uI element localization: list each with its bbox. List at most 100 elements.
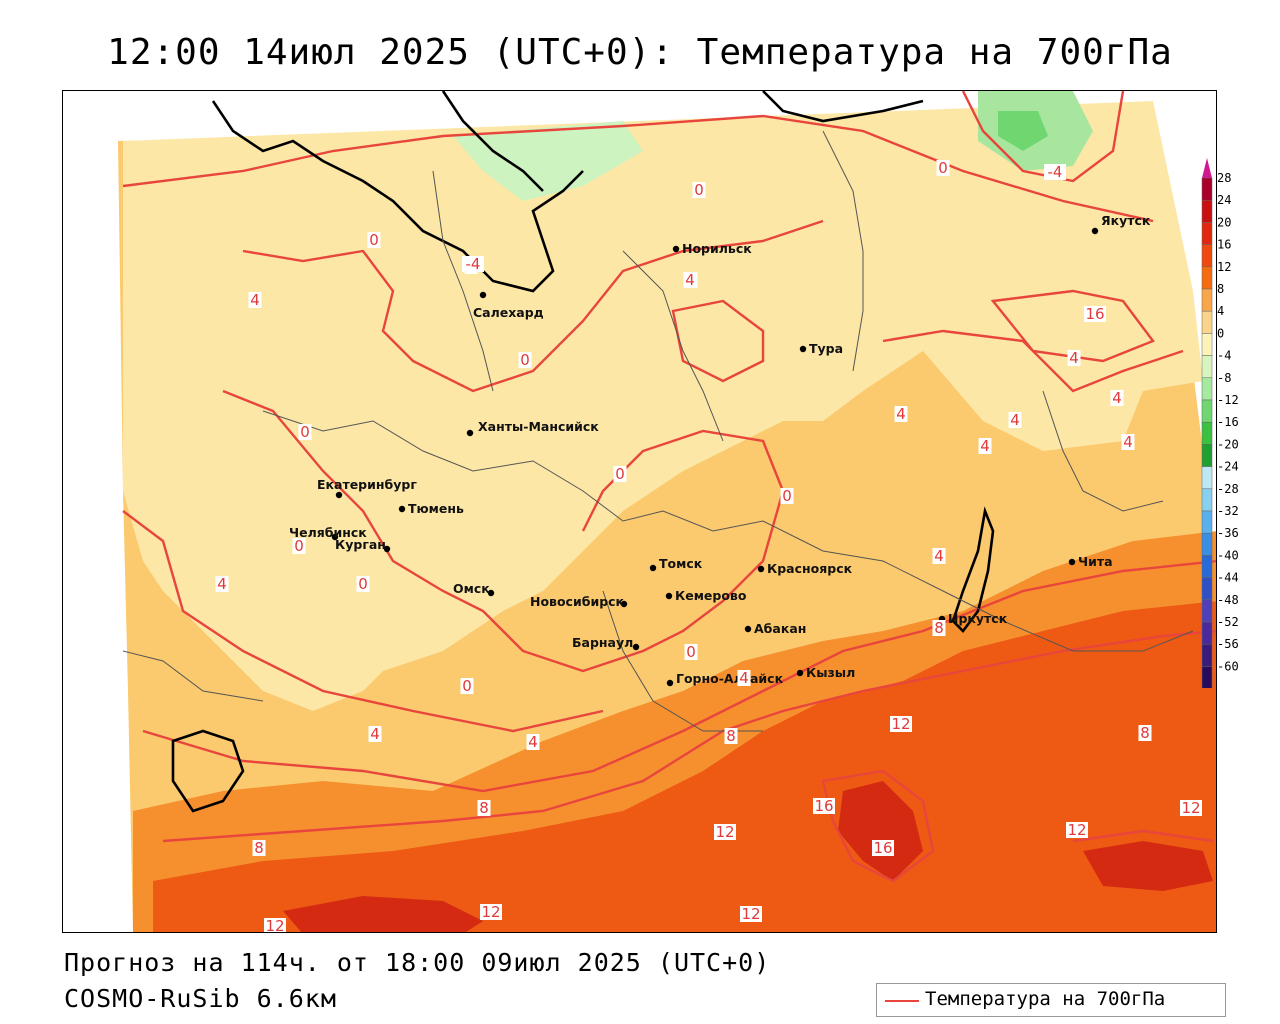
isotherm-label: 4: [685, 271, 695, 289]
city-label: Барнаул: [572, 635, 633, 650]
isotherm-label: 4: [934, 547, 944, 565]
city-label: Кызыл: [806, 665, 855, 680]
city-label: Омск: [453, 581, 490, 596]
city-label: Салехард: [473, 305, 544, 320]
colorbar-tick-label: 24: [1217, 193, 1231, 207]
map-legend: Температура на 700гПа: [876, 983, 1226, 1017]
city-label: Екатеринбург: [317, 477, 417, 492]
zone-minus8-ne: [998, 111, 1048, 151]
isotherm-label-bg: [1180, 800, 1202, 816]
isotherm-label-bg: [613, 466, 627, 482]
isotherm-lines: [122, 91, 1216, 883]
isotherm-label-bg: [684, 644, 698, 660]
colorbar-swatch: [1201, 266, 1213, 290]
city-label: Новосибирск: [530, 594, 625, 609]
colorbar-swatch: [1201, 288, 1213, 312]
city-dot: [665, 592, 673, 600]
isotherm-label-bg: [215, 576, 229, 592]
isotherm-label: 0: [686, 643, 696, 661]
isotherm-label: 16: [814, 797, 833, 815]
colorbar-swatch: [1201, 666, 1213, 688]
isotherm-label: 4: [1123, 433, 1133, 451]
isotherm-label: 4: [1112, 389, 1122, 407]
isotherm-label: 0: [782, 487, 792, 505]
city-dot: [383, 545, 391, 553]
isotherm-label-bg: [932, 548, 946, 564]
isotherm-label: 8: [934, 619, 944, 637]
city-label: Тюмень: [408, 501, 464, 516]
isotherm-label: 4: [980, 437, 990, 455]
city-dot: [398, 505, 406, 513]
isotherm-label-bg: [462, 256, 484, 272]
isotherm-label-bg: [367, 232, 381, 248]
colorbar: 28 24 20 16 12 8 4 0 -4 -8 -12 -16 -20 -24 -28 -32 -36 -4…: [1201, 158, 1239, 688]
city-label: Горно-Алтайск: [676, 671, 784, 686]
city-label: Курган: [335, 537, 386, 552]
colorbar-swatch: [1201, 621, 1213, 645]
colorbar-tick-label: -24: [1217, 460, 1239, 474]
isotherm-label-bg: [1066, 822, 1088, 838]
city-dot: [1091, 227, 1099, 235]
isotherm-label-bg: [1084, 306, 1106, 322]
isotherm-label-bg: [936, 160, 950, 176]
colorbar-swatch: [1201, 377, 1213, 401]
zone-plus16-c: [283, 896, 483, 932]
isotherm-label: 4: [739, 669, 749, 687]
colorbar-tick-label: 28: [1217, 171, 1231, 185]
city-markers: Норильск Якутск Салехард Тура Ханты-Мансийск…: [289, 213, 1151, 687]
isotherm-label-bg: [480, 904, 502, 920]
isotherm-label: 0: [294, 537, 304, 555]
isotherm-label: 12: [715, 823, 734, 841]
city-label: Ханты-Мансийск: [478, 419, 599, 434]
city-label: Абакан: [754, 621, 806, 636]
isotherm-label-bg: [692, 182, 706, 198]
isotherm-label-bg: [460, 678, 474, 694]
isotherm-label-bg: [780, 488, 794, 504]
isotherm-label: 12: [1067, 821, 1086, 839]
isotherm-label-bg: [740, 906, 762, 922]
colorbar-swatch: [1201, 488, 1213, 512]
map-frame: Норильск Якутск Салехард Тура Ханты-Мансийск…: [62, 90, 1217, 933]
colorbar-swatch: [1201, 222, 1213, 245]
isotherm-label-bg: [292, 538, 306, 554]
colorbar-swatch: [1201, 244, 1213, 268]
isotherm-label-bg: [526, 734, 540, 750]
colorbar-tick-label: -60: [1217, 659, 1239, 673]
isotherm-label: 0: [694, 181, 704, 199]
isotherm-label-bg: [264, 918, 286, 932]
isotherm-label: -4: [1048, 163, 1063, 181]
isotherm-label-bg: [1138, 725, 1152, 741]
colorbar-tick-label: -28: [1217, 482, 1239, 496]
isotherm-label: 12: [741, 905, 760, 923]
colorbar-tick-label: -12: [1217, 393, 1239, 407]
isotherm-label: 0: [358, 575, 368, 593]
isotherm-label-bg: [1110, 390, 1124, 406]
city-label: Чита: [1078, 554, 1113, 569]
isotherm-label: 4: [250, 291, 260, 309]
isotherm-label: 4: [370, 725, 380, 743]
isotherm-label: 12: [1181, 799, 1200, 817]
colorbar-swatch: [1201, 555, 1213, 578]
colorbar-tick-label: -48: [1217, 593, 1239, 607]
city-label: Кемерово: [675, 588, 747, 603]
city-label: Красноярск: [767, 561, 853, 576]
colorbar-tick-label: -56: [1217, 637, 1239, 651]
colorbar-swatch: [1201, 177, 1213, 201]
isotherm-label-bg: [1067, 350, 1081, 366]
colorbar-swatch: [1201, 444, 1213, 467]
colorbar-swatch: [1201, 333, 1213, 356]
city-label: Тура: [809, 341, 843, 356]
zone-plus16-a: [838, 781, 923, 881]
colorbar-tick-label: 8: [1217, 282, 1224, 296]
isotherm-label-bg: [890, 716, 912, 732]
colorbar-tick-label: -40: [1217, 548, 1239, 562]
zone-minus4-to-0: [453, 121, 643, 201]
isotherm-label: 0: [615, 465, 625, 483]
isotherm-label-bg: [1121, 434, 1135, 450]
isotherm-label: 4: [528, 733, 538, 751]
isotherm-label-bg: [1008, 412, 1022, 428]
isotherm-label-bg: [872, 840, 894, 856]
city-dot: [487, 589, 495, 597]
colorbar-tick-label: -44: [1217, 571, 1239, 585]
isotherm-label-bg: [1044, 164, 1066, 180]
